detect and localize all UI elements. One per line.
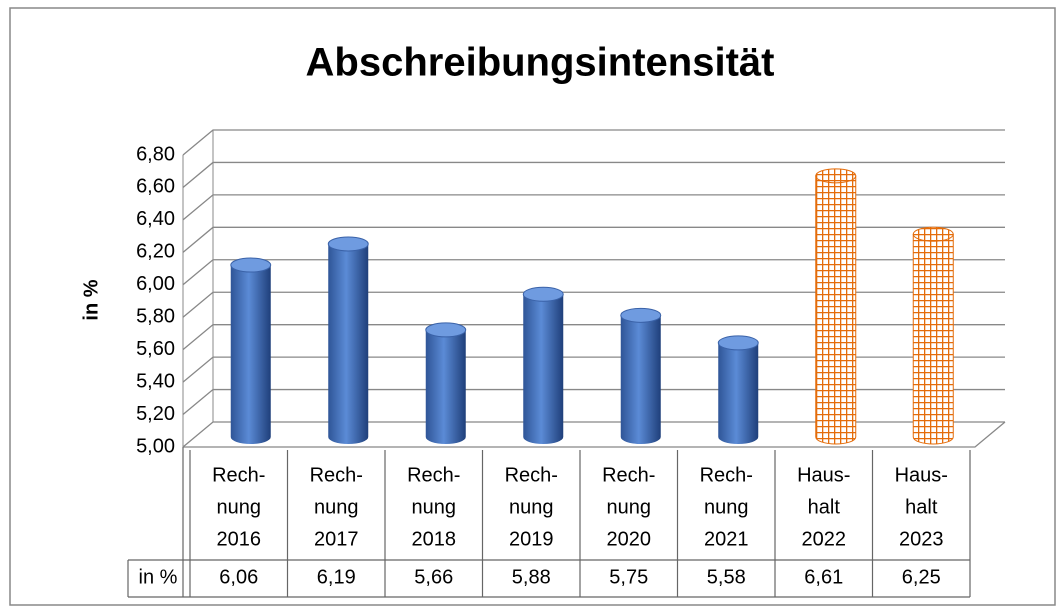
x-tick-label: Rech- bbox=[602, 464, 655, 486]
grid-line bbox=[182, 194, 1005, 221]
y-tick-label: 5,20 bbox=[136, 403, 175, 425]
grid-line bbox=[182, 161, 1005, 188]
x-tick-label: nung bbox=[412, 496, 457, 518]
x-tick-label: Haus- bbox=[797, 464, 850, 486]
table-row-label: in % bbox=[139, 566, 178, 588]
y-tick-label: 5,00 bbox=[136, 435, 175, 457]
grid-line bbox=[182, 421, 1005, 448]
bar bbox=[620, 315, 661, 444]
x-tick-label: 2020 bbox=[607, 528, 652, 550]
x-tick-label: Haus- bbox=[895, 464, 948, 486]
grid-line bbox=[182, 259, 1005, 286]
x-tick-label: nung bbox=[217, 496, 262, 518]
bar bbox=[328, 243, 369, 444]
bar bbox=[230, 265, 271, 444]
bar-top bbox=[815, 168, 857, 184]
bar-top bbox=[620, 307, 662, 323]
x-tick-label: nung bbox=[704, 496, 749, 518]
x-tick-label: nung bbox=[509, 496, 554, 518]
x-tick-label: 2016 bbox=[217, 528, 262, 550]
y-axis-label: in % bbox=[80, 279, 102, 320]
grid-line bbox=[182, 129, 1005, 156]
y-tick-label: 6,20 bbox=[136, 241, 175, 263]
y-tick-label: 6,60 bbox=[136, 176, 175, 198]
x-tick-label: 2021 bbox=[704, 528, 749, 550]
bar bbox=[912, 233, 954, 445]
x-tick-label: 2017 bbox=[314, 528, 359, 550]
bar-top bbox=[912, 226, 954, 242]
y-tick-label: 5,40 bbox=[136, 370, 175, 392]
x-tick-label: nung bbox=[607, 496, 652, 518]
x-tick-label: Rech- bbox=[212, 464, 265, 486]
x-tick-label: nung bbox=[314, 496, 359, 518]
y-tick-label: 6,00 bbox=[136, 273, 175, 295]
x-tick-label: halt bbox=[905, 496, 938, 518]
table-value: 6,25 bbox=[902, 566, 941, 588]
bar bbox=[718, 342, 759, 444]
floor-edge bbox=[183, 421, 1006, 448]
y-tick-label: 5,80 bbox=[136, 306, 175, 328]
bar bbox=[523, 294, 564, 444]
table-value: 5,88 bbox=[512, 566, 551, 588]
x-tick-label: halt bbox=[808, 496, 841, 518]
grid-line bbox=[182, 291, 1005, 318]
table-value: 5,58 bbox=[707, 566, 746, 588]
bar-top bbox=[425, 322, 467, 338]
frame bbox=[9, 7, 1056, 606]
table-value: 6,06 bbox=[219, 566, 258, 588]
bar bbox=[425, 329, 466, 444]
x-tick-label: Rech- bbox=[505, 464, 558, 486]
x-tick-label: 2022 bbox=[802, 528, 847, 550]
bar-top bbox=[230, 257, 272, 273]
grid-line bbox=[182, 324, 1005, 351]
grid-line bbox=[182, 226, 1005, 253]
bar-top bbox=[327, 236, 369, 252]
grid-line bbox=[182, 356, 1005, 383]
x-tick-label: 2018 bbox=[412, 528, 457, 550]
x-tick-label: Rech- bbox=[700, 464, 753, 486]
bar-top bbox=[522, 286, 564, 302]
chart-title: Abschreibungsintensität bbox=[306, 41, 775, 85]
x-tick-label: 2019 bbox=[509, 528, 554, 550]
table-value: 6,19 bbox=[317, 566, 356, 588]
x-tick-label: Rech- bbox=[310, 464, 363, 486]
table-value: 6,61 bbox=[804, 566, 843, 588]
table-value: 5,75 bbox=[609, 566, 648, 588]
x-tick-label: 2023 bbox=[899, 528, 944, 550]
bar bbox=[815, 175, 857, 445]
table-value: 5,66 bbox=[414, 566, 453, 588]
y-tick-label: 5,60 bbox=[136, 338, 175, 360]
grid-line bbox=[182, 388, 1005, 416]
bar-top bbox=[717, 335, 759, 351]
x-tick-label: Rech- bbox=[407, 464, 460, 486]
y-tick-label: 6,80 bbox=[136, 143, 175, 165]
y-tick-label: 6,40 bbox=[136, 208, 175, 230]
